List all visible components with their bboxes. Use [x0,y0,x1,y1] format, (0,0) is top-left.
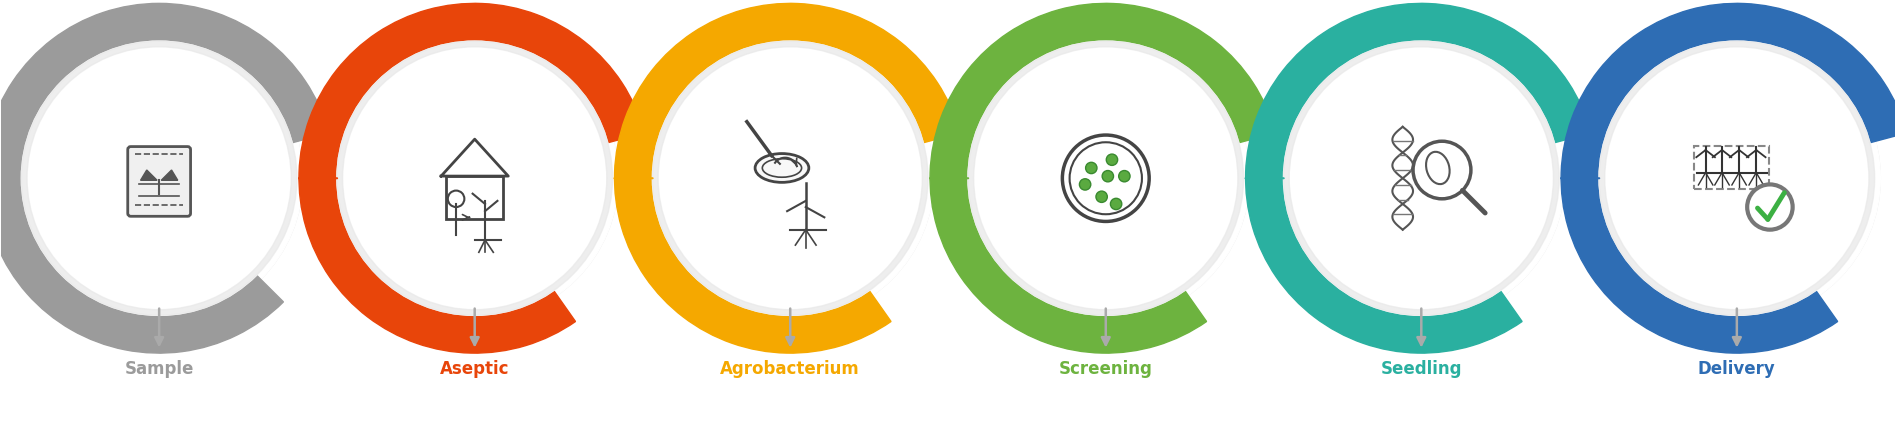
FancyBboxPatch shape [127,147,191,216]
Circle shape [332,36,618,321]
Circle shape [1102,171,1113,182]
Circle shape [21,41,298,315]
Circle shape [978,51,1234,306]
Text: Seedling: Seedling [1380,360,1462,378]
Circle shape [1598,41,1875,315]
Circle shape [647,36,933,321]
Wedge shape [614,3,959,353]
Text: Agrobacterium: Agrobacterium [720,360,861,378]
Circle shape [1748,184,1792,229]
Text: Aseptic: Aseptic [440,360,510,378]
Wedge shape [931,3,1276,353]
Circle shape [30,51,288,306]
Text: Screening: Screening [1058,360,1153,378]
Circle shape [662,51,918,306]
Circle shape [652,41,927,315]
Circle shape [1593,36,1881,321]
Bar [446,176,502,219]
Circle shape [1086,162,1098,174]
Circle shape [1593,36,1881,321]
Circle shape [15,36,303,321]
Wedge shape [300,3,645,353]
Wedge shape [1246,3,1591,353]
Polygon shape [140,170,157,180]
Circle shape [1119,171,1130,182]
Circle shape [332,36,618,321]
Circle shape [1105,154,1117,165]
Wedge shape [0,3,328,353]
Circle shape [1284,41,1559,315]
Circle shape [1608,51,1866,306]
Circle shape [15,36,303,321]
Circle shape [1293,51,1549,306]
Circle shape [1111,198,1122,210]
Circle shape [337,41,612,315]
Circle shape [1278,36,1564,321]
Wedge shape [1560,3,1896,353]
Text: Delivery: Delivery [1699,360,1777,378]
Circle shape [1096,191,1107,202]
Text: Sample: Sample [125,360,193,378]
Circle shape [963,36,1249,321]
Ellipse shape [755,154,810,182]
Polygon shape [161,170,178,180]
Circle shape [1079,179,1090,190]
Circle shape [969,41,1244,315]
Circle shape [1278,36,1564,321]
Circle shape [963,36,1249,321]
Circle shape [647,36,933,321]
Circle shape [347,51,603,306]
